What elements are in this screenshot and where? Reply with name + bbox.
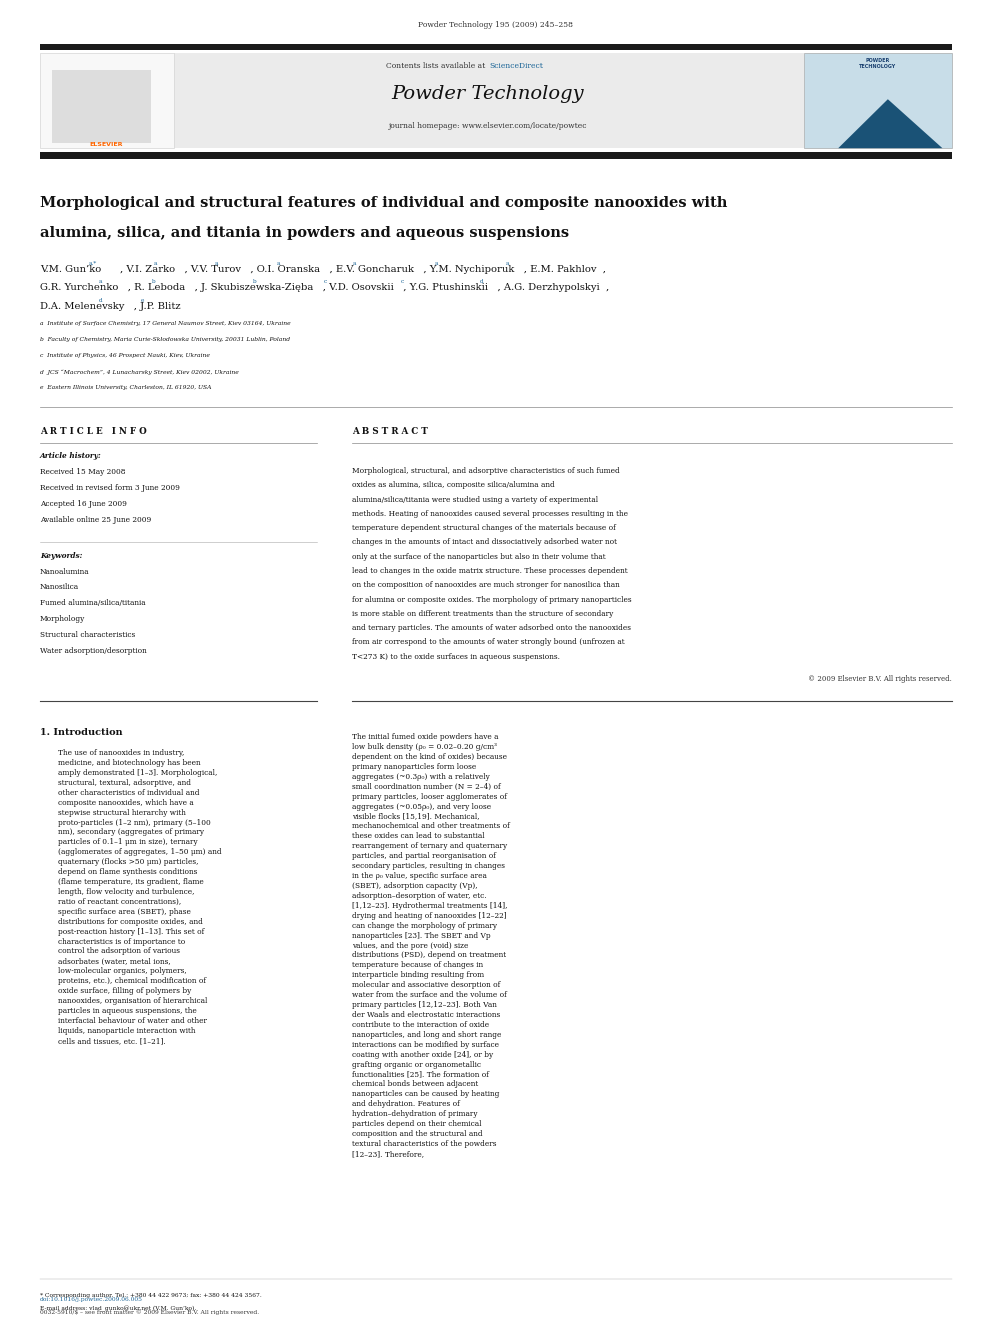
Text: Powder Technology 195 (2009) 245–258: Powder Technology 195 (2009) 245–258 <box>419 21 573 29</box>
Text: 1. Introduction: 1. Introduction <box>40 728 122 737</box>
Polygon shape <box>838 99 942 148</box>
Text: oxides as alumina, silica, composite silica/alumina and: oxides as alumina, silica, composite sil… <box>352 482 555 490</box>
Text: Morphology: Morphology <box>40 615 85 623</box>
Text: temperature dependent structural changes of the materials because of: temperature dependent structural changes… <box>352 524 616 532</box>
Text: a,*: a,* <box>88 261 96 266</box>
Text: Fumed alumina/silica/titania: Fumed alumina/silica/titania <box>40 599 145 607</box>
Text: Available online 25 June 2009: Available online 25 June 2009 <box>40 516 151 524</box>
Text: ScienceDirect: ScienceDirect <box>489 62 543 70</box>
Text: and ternary particles. The amounts of water adsorbed onto the nanooxides: and ternary particles. The amounts of wa… <box>352 624 631 632</box>
Text: doi:10.1016/j.powtec.2009.06.005: doi:10.1016/j.powtec.2009.06.005 <box>40 1297 143 1302</box>
Bar <box>804 53 952 148</box>
Text: Morphological and structural features of individual and composite nanooxides wit: Morphological and structural features of… <box>40 196 727 210</box>
Text: only at the surface of the nanoparticles but also in their volume that: only at the surface of the nanoparticles… <box>352 553 606 561</box>
Text: c  Institute of Physics, 46 Prospect Nauki, Kiev, Ukraine: c Institute of Physics, 46 Prospect Nauk… <box>40 353 209 359</box>
Bar <box>40 152 952 159</box>
Text: A R T I C L E   I N F O: A R T I C L E I N F O <box>40 427 147 437</box>
Text: Structural characteristics: Structural characteristics <box>40 631 135 639</box>
Text: e: e <box>141 298 144 303</box>
Text: ELSEVIER: ELSEVIER <box>89 142 123 147</box>
Bar <box>52 70 151 143</box>
Text: on the composition of nanooxides are much stronger for nanosilica than: on the composition of nanooxides are muc… <box>352 581 620 589</box>
Text: V.M. Gun’ko      , V.I. Zarko   , V.V. Turov   , O.I. Oranska   , E.V. Goncharuk: V.M. Gun’ko , V.I. Zarko , V.V. Turov , … <box>40 265 606 274</box>
Text: Nanosilica: Nanosilica <box>40 583 78 591</box>
Text: * Corresponding author. Tel.: +380 44 422 9673; fax: +380 44 424 3567.: * Corresponding author. Tel.: +380 44 42… <box>40 1293 262 1298</box>
Text: 0032-5910/$ – see front matter © 2009 Elsevier B.V. All rights reserved.: 0032-5910/$ – see front matter © 2009 El… <box>40 1310 259 1315</box>
Text: c: c <box>323 279 326 284</box>
Text: e  Eastern Illinois University, Charleston, IL 61920, USA: e Eastern Illinois University, Charlesto… <box>40 385 211 390</box>
Text: from air correspond to the amounts of water strongly bound (unfrozen at: from air correspond to the amounts of wa… <box>352 639 625 647</box>
Text: d: d <box>480 279 484 284</box>
Text: The initial fumed oxide powders have a
low bulk density (ρ₀ = 0.02–0.20 g/cm³
de: The initial fumed oxide powders have a l… <box>352 733 510 1158</box>
Text: alumina, silica, and titania in powders and aqueous suspensions: alumina, silica, and titania in powders … <box>40 226 568 241</box>
Text: is more stable on different treatments than the structure of secondary: is more stable on different treatments t… <box>352 610 613 618</box>
Text: A B S T R A C T: A B S T R A C T <box>352 427 428 437</box>
Text: E-mail address: vlad_gunko@ukr.net (V.M. Gun’ko).: E-mail address: vlad_gunko@ukr.net (V.M.… <box>40 1306 196 1312</box>
Text: T<273 K) to the oxide surfaces in aqueous suspensions.: T<273 K) to the oxide surfaces in aqueou… <box>352 652 560 660</box>
Text: changes in the amounts of intact and dissociatively adsorbed water not: changes in the amounts of intact and dis… <box>352 538 617 546</box>
Text: c: c <box>401 279 404 284</box>
Text: D.A. Melenevsky   , J.P. Blitz: D.A. Melenevsky , J.P. Blitz <box>40 302 186 311</box>
Text: a: a <box>506 261 510 266</box>
Text: Powder Technology: Powder Technology <box>392 85 584 103</box>
Text: a  Institute of Surface Chemistry, 17 General Naumov Street, Kiev 03164, Ukraine: a Institute of Surface Chemistry, 17 Gen… <box>40 321 291 327</box>
Text: a: a <box>154 261 158 266</box>
Text: b: b <box>152 279 156 284</box>
Text: a: a <box>277 261 281 266</box>
Text: Received in revised form 3 June 2009: Received in revised form 3 June 2009 <box>40 484 180 492</box>
Text: journal homepage: www.elsevier.com/locate/powtec: journal homepage: www.elsevier.com/locat… <box>389 122 587 130</box>
Text: methods. Heating of nanooxides caused several processes resulting in the: methods. Heating of nanooxides caused se… <box>352 509 628 517</box>
Text: Article history:: Article history: <box>40 452 101 460</box>
Text: Water adsorption/desorption: Water adsorption/desorption <box>40 647 147 655</box>
Text: Contents lists available at: Contents lists available at <box>387 62 488 70</box>
Text: The use of nanooxides in industry,
medicine, and biotechnology has been
amply de: The use of nanooxides in industry, medic… <box>58 749 221 1045</box>
Text: b  Faculty of Chemistry, Maria Curie-Skłodowska University, 20031 Lublin, Poland: b Faculty of Chemistry, Maria Curie-Skło… <box>40 337 290 343</box>
Text: Received 15 May 2008: Received 15 May 2008 <box>40 468 125 476</box>
Text: G.R. Yurchenko   , R. Leboda   , J. Skubiszewska-Zięba   , V.D. Osovskii   , Y.G: G.R. Yurchenko , R. Leboda , J. Skubisze… <box>40 283 609 292</box>
Text: lead to changes in the oxide matrix structure. These processes dependent: lead to changes in the oxide matrix stru… <box>352 568 628 576</box>
Bar <box>40 53 174 148</box>
Bar <box>40 44 952 50</box>
Text: b: b <box>253 279 257 284</box>
Text: d: d <box>99 298 103 303</box>
Text: a: a <box>434 261 438 266</box>
Text: for alumina or composite oxides. The morphology of primary nanoparticles: for alumina or composite oxides. The mor… <box>352 595 632 603</box>
Text: alumina/silica/titania were studied using a variety of experimental: alumina/silica/titania were studied usin… <box>352 496 598 504</box>
Text: a: a <box>214 261 218 266</box>
Bar <box>174 53 804 148</box>
Text: POWDER
TECHNOLOGY: POWDER TECHNOLOGY <box>859 58 897 69</box>
Text: d  JCS “Macrochem”, 4 Lunacharsky Street, Kiev 02002, Ukraine: d JCS “Macrochem”, 4 Lunacharsky Street,… <box>40 369 238 374</box>
Text: a: a <box>353 261 357 266</box>
Text: a: a <box>98 279 102 284</box>
Text: Morphological, structural, and adsorptive characteristics of such fumed: Morphological, structural, and adsorptiv… <box>352 467 620 475</box>
Text: Keywords:: Keywords: <box>40 552 82 560</box>
Text: Nanoalumina: Nanoalumina <box>40 568 89 576</box>
Text: © 2009 Elsevier B.V. All rights reserved.: © 2009 Elsevier B.V. All rights reserved… <box>808 675 952 683</box>
Text: Accepted 16 June 2009: Accepted 16 June 2009 <box>40 500 127 508</box>
